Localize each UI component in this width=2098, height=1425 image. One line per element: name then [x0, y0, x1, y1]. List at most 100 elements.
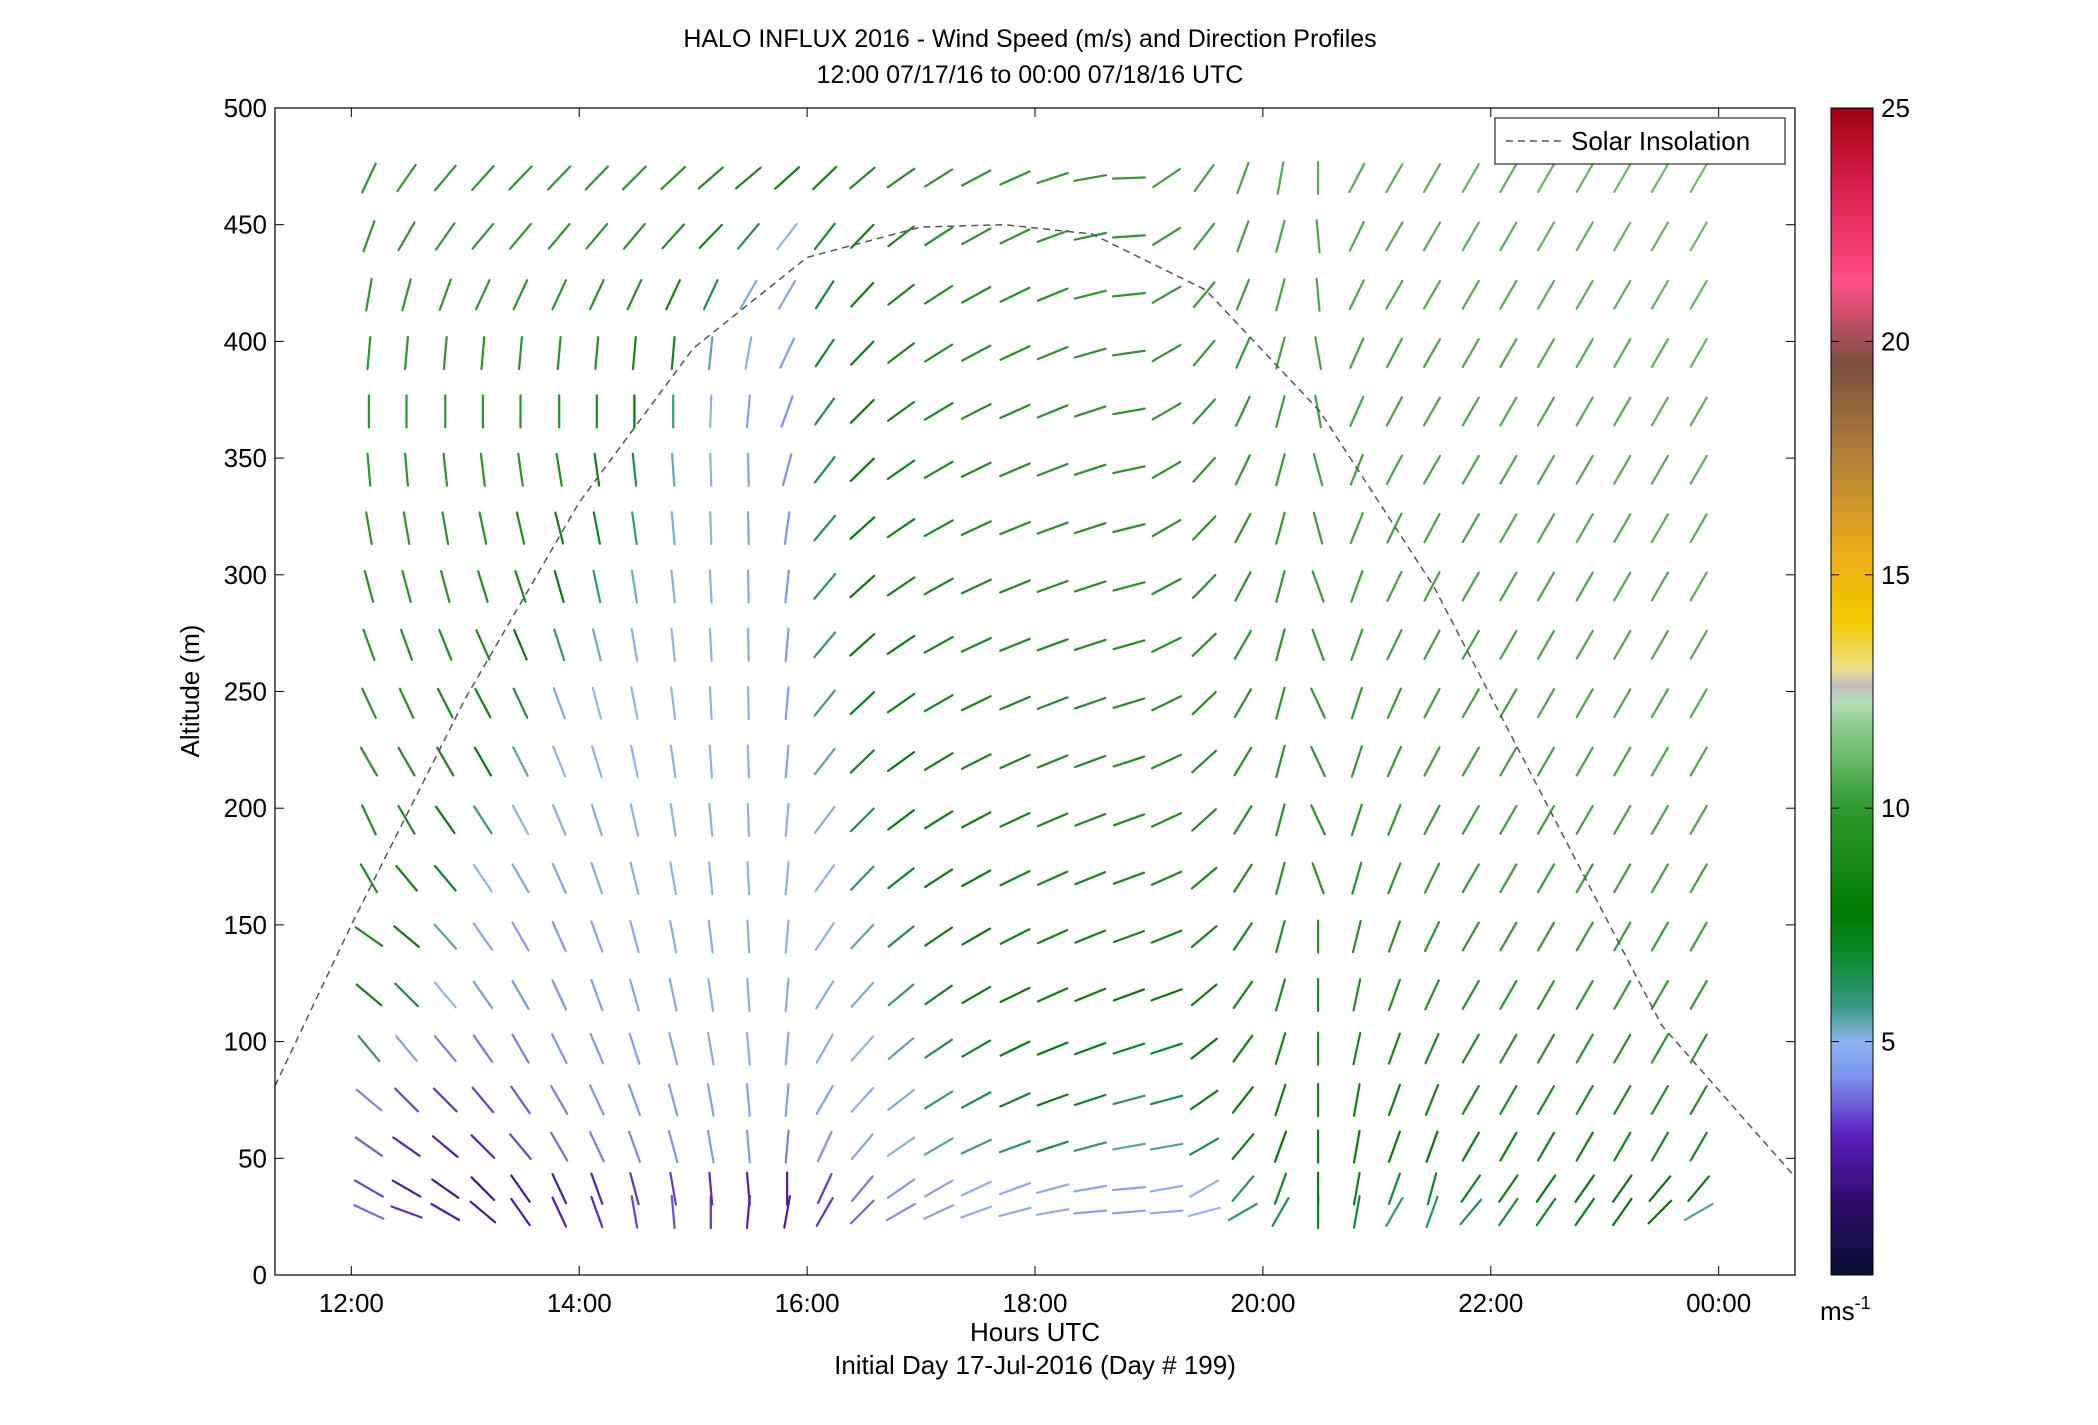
wind-arrow	[1423, 804, 1441, 836]
colorbar-tick-label: 15	[1881, 560, 1910, 590]
wind-arrow	[1191, 749, 1218, 774]
wind-arrow	[1349, 512, 1364, 545]
wind-arrow	[1536, 221, 1556, 252]
wind-arrow	[629, 1172, 640, 1206]
wind-arrow	[1650, 804, 1670, 835]
wind-arrow	[1189, 1089, 1219, 1111]
wind-arrow	[511, 921, 530, 952]
wind-arrow	[887, 342, 915, 364]
wind-arrow	[670, 627, 676, 662]
colorbar-tick-label: 5	[1881, 1027, 1895, 1057]
wind-arrow	[923, 168, 954, 188]
wind-arrow	[1073, 638, 1107, 651]
wind-arrow	[477, 570, 489, 603]
wind-arrow	[1073, 463, 1107, 476]
wind-arrow	[999, 345, 1031, 361]
wind-arrow	[1650, 571, 1670, 602]
wind-arrow	[849, 457, 875, 482]
wind-arrow	[709, 452, 713, 487]
wind-arrow	[1035, 1183, 1070, 1194]
wind-arrow	[1151, 577, 1182, 596]
wind-arrow	[1536, 921, 1556, 952]
wind-arrow	[1689, 396, 1708, 427]
wind-arrow	[517, 452, 524, 487]
wind-arrow	[361, 687, 377, 719]
wind-arrow	[435, 805, 456, 835]
wind-arrow	[670, 569, 676, 604]
wind-arrow	[780, 395, 794, 428]
wind-arrow	[784, 1082, 790, 1118]
wind-arrow	[1348, 279, 1365, 311]
wind-arrow	[960, 520, 992, 537]
wind-arrow	[1613, 629, 1632, 660]
wind-arrow	[1422, 396, 1442, 427]
wind-arrow	[960, 811, 992, 829]
wind-arrow	[395, 1035, 418, 1063]
wind-arrow	[1499, 571, 1518, 602]
wind-arrow	[1192, 339, 1216, 367]
wind-arrow	[471, 1086, 495, 1114]
wind-arrow	[1036, 346, 1069, 361]
wind-arrow	[1536, 279, 1556, 310]
wind-arrow	[1613, 279, 1632, 310]
wind-arrow	[1613, 338, 1632, 368]
wind-arrow	[1275, 569, 1286, 604]
wind-arrow	[999, 462, 1031, 478]
wind-arrow	[1499, 221, 1518, 252]
wind-arrow	[511, 804, 530, 836]
wind-arrow	[999, 228, 1031, 245]
wind-arrow	[550, 1084, 569, 1115]
wind-arrow	[436, 687, 454, 719]
wind-arrow	[668, 978, 678, 1012]
wind-arrow	[390, 1205, 423, 1219]
wind-arrow	[670, 686, 677, 721]
wind-arrow	[746, 627, 750, 662]
wind-arrow	[1689, 629, 1708, 660]
wind-arrow	[1689, 863, 1708, 894]
wind-arrow	[745, 1082, 751, 1118]
wind-arrow	[746, 802, 751, 838]
wind-arrow	[1036, 1093, 1069, 1107]
wind-arrow	[397, 746, 416, 777]
wind-arrow	[923, 1179, 954, 1198]
wind-arrow	[887, 867, 915, 890]
wind-arrow	[1151, 285, 1182, 304]
wind-arrow	[1499, 1131, 1518, 1162]
wind-arrow	[590, 978, 604, 1012]
wind-arrow	[512, 746, 529, 777]
wind-arrow	[886, 1202, 917, 1222]
wind-arrow	[923, 343, 954, 363]
wind-arrow	[924, 926, 954, 947]
wind-arrow	[1499, 454, 1518, 485]
wind-arrow	[923, 402, 954, 421]
x-tick-label: 20:00	[1230, 1288, 1295, 1318]
wind-arrow	[1274, 1083, 1287, 1117]
wind-arrow	[1650, 163, 1670, 193]
wind-arrow	[1273, 1172, 1288, 1205]
wind-arrow	[707, 336, 714, 371]
wind-arrow	[1387, 1172, 1402, 1205]
wind-arrow	[1650, 688, 1670, 719]
wind-arrow	[431, 1178, 460, 1199]
wind-arrow	[1193, 164, 1215, 193]
wind-arrow	[708, 627, 713, 662]
wind-arrow	[1315, 219, 1321, 254]
wind-arrow	[1611, 1197, 1633, 1227]
wind-arrow	[1422, 221, 1442, 252]
wind-arrow	[709, 510, 713, 546]
wind-arrow	[1151, 695, 1183, 712]
wind-arrow	[784, 1129, 790, 1164]
wind-arrow	[1151, 460, 1182, 479]
wind-arrow	[1613, 221, 1632, 252]
wind-arrow	[1689, 804, 1708, 835]
wind-arrow	[1232, 1034, 1254, 1063]
wind-arrow	[1575, 338, 1594, 368]
wind-arrow	[404, 336, 409, 371]
wind-arrow	[1073, 231, 1108, 241]
colorbar-unit-exponent: -1	[1855, 1293, 1871, 1313]
wind-arrow	[850, 1035, 875, 1062]
wind-arrow	[961, 869, 992, 888]
wind-arrow	[736, 223, 760, 250]
wind-arrow	[430, 1202, 461, 1222]
wind-arrow	[1461, 688, 1480, 719]
